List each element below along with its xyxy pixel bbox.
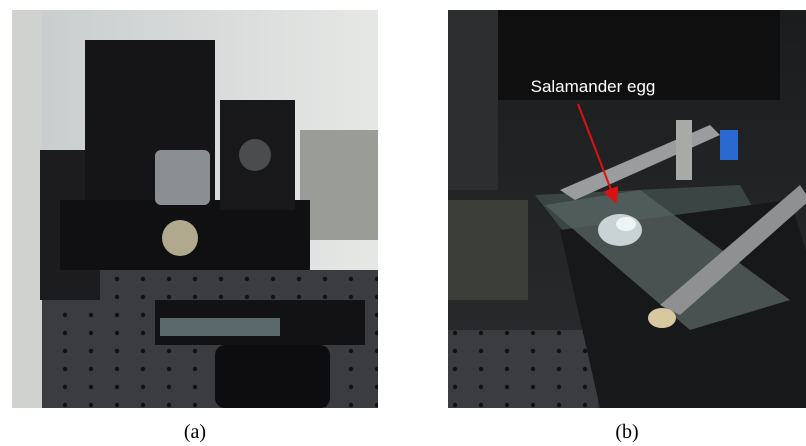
page: Salamander egg (a) (b) (() => { const da… xyxy=(0,0,806,446)
photo-b xyxy=(448,10,806,408)
annotation: Salamander egg xyxy=(531,77,656,96)
figure: Salamander egg (a) (b) xyxy=(0,0,806,446)
photo-a xyxy=(12,10,378,408)
panel-label: (b) xyxy=(615,421,638,443)
panel-label: (a) xyxy=(184,421,206,443)
